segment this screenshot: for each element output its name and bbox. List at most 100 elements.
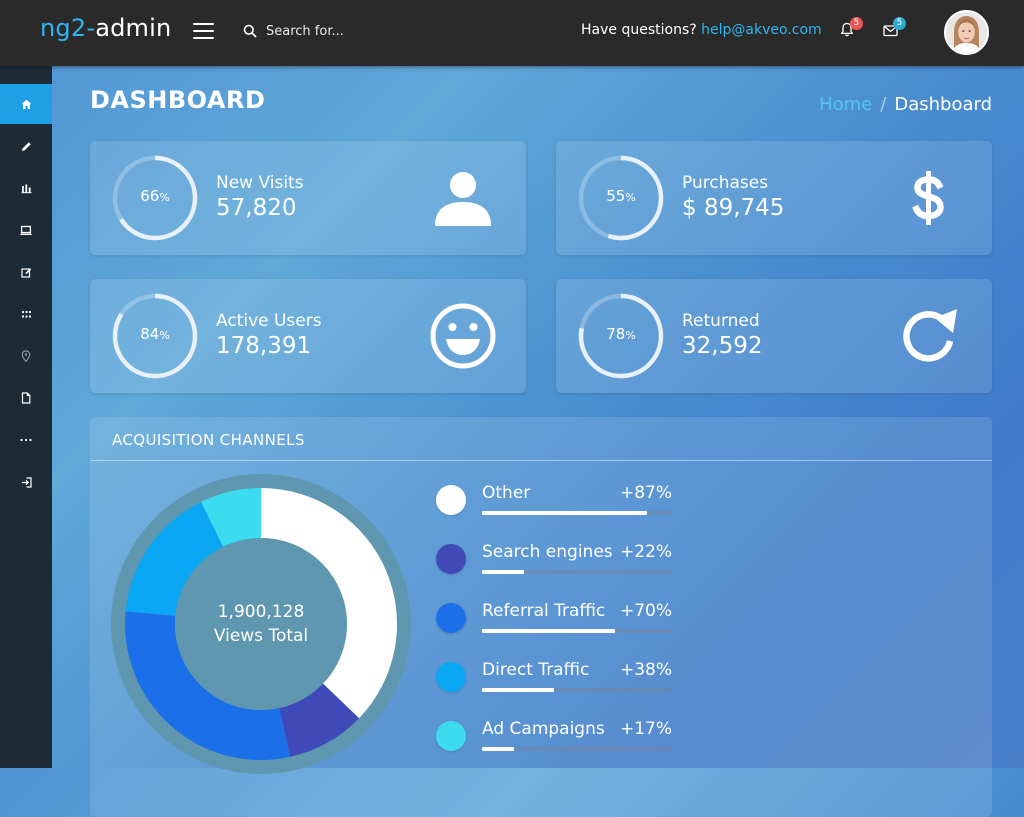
stat-percent: 84% [110, 325, 200, 343]
legend-dot [436, 544, 466, 574]
sidebar-item-editors[interactable] [0, 126, 52, 166]
stat-label: Returned [682, 311, 760, 331]
person-icon [435, 172, 491, 226]
legend-progress-track [482, 629, 672, 633]
legend-dot [436, 485, 466, 515]
sidebar-item-tables[interactable] [0, 294, 52, 334]
stat-percent: 66% [110, 187, 200, 205]
search-icon[interactable] [243, 24, 257, 38]
logo-suffix: admin [95, 14, 172, 42]
legend-dot [436, 662, 466, 692]
messages-badge: 5 [893, 17, 906, 30]
page-title: DASHBOARD [90, 86, 266, 114]
laptop-icon [20, 225, 32, 235]
sidebar-item-ui-features[interactable] [0, 210, 52, 250]
stat-value: 57,820 [216, 195, 297, 221]
sidebar-item-forms[interactable] [0, 252, 52, 292]
legend-item: Referral Traffic +70% [436, 601, 676, 651]
legend-item: Ad Campaigns +17% [436, 719, 676, 769]
stat-percent-value: 84 [140, 325, 160, 343]
legend-progress-track [482, 511, 672, 515]
stat-label: New Visits [216, 173, 304, 193]
menu-toggle-icon[interactable] [193, 23, 214, 39]
donut-slice-ad-campaigns [201, 488, 261, 547]
app-logo[interactable]: ng2-admin [40, 14, 171, 42]
donut-slice-referral-traffic [125, 611, 290, 760]
donut-slice-other [261, 488, 397, 719]
legend-item: Direct Traffic +38% [436, 660, 676, 710]
stat-percent-sign: % [159, 329, 170, 342]
legend-dot [436, 603, 466, 633]
messages-button[interactable]: 5 [883, 17, 906, 40]
progress-ring [112, 293, 198, 379]
legend-value: +38% [619, 660, 672, 680]
questions-text: Have questions? [581, 22, 697, 38]
legend-item: Other +87% [436, 483, 676, 533]
breadcrumb-home-link[interactable]: Home [819, 94, 873, 115]
sidebar-item-pages[interactable] [0, 378, 52, 418]
bar-chart-icon [21, 184, 31, 193]
legend-progress-fill [482, 747, 515, 751]
refresh-icon [903, 309, 957, 362]
sidebar-item-more[interactable] [0, 420, 52, 460]
map-marker-icon [21, 350, 31, 362]
stat-card-active-users: 84% Active Users 178,391 [90, 279, 526, 393]
sidebar-item-login[interactable] [0, 462, 52, 502]
help-email-link[interactable]: help@akveo.com [701, 22, 822, 38]
legend-label: Direct Traffic [482, 660, 590, 680]
stat-value: 178,391 [216, 333, 312, 359]
pencil-icon [21, 141, 31, 151]
panel-header: ACQUISITION CHANNELS [90, 417, 992, 461]
legend-label: Other [482, 483, 531, 503]
traffic-donut-chart [111, 474, 411, 774]
search-input[interactable] [264, 18, 508, 44]
stat-card-new-visits: 66% New Visits 57,820 [90, 141, 526, 255]
logo-prefix: ng2- [40, 14, 96, 42]
sidebar-item-charts[interactable] [0, 168, 52, 208]
legend-value: +22% [619, 542, 672, 562]
progress-ring [578, 155, 664, 241]
breadcrumb-current: Dashboard [894, 94, 992, 115]
stat-percent-value: 66 [140, 187, 160, 205]
home-icon [21, 99, 31, 109]
stat-percent-value: 55 [606, 187, 626, 205]
legend-progress-fill [482, 688, 555, 692]
stat-card-purchases: 55% Purchases $ 89,745 [556, 141, 992, 255]
notifications-button[interactable]: 5 [840, 17, 863, 40]
stat-label: Active Users [216, 311, 322, 331]
donut-slice-search-engines [279, 683, 360, 757]
bell-icon [840, 22, 854, 37]
progress-ring [112, 155, 198, 241]
user-avatar[interactable] [944, 10, 989, 55]
sign-in-icon [21, 476, 32, 488]
legend-progress-fill [482, 511, 648, 515]
sidebar-item-maps[interactable] [0, 336, 52, 376]
stat-percent: 55% [576, 187, 666, 205]
grid-icon [21, 310, 31, 317]
stat-label: Purchases [682, 173, 769, 193]
views-total-value: 1,900,128 [217, 602, 305, 622]
panel-title: ACQUISITION CHANNELS [112, 431, 305, 449]
views-total-label: Views Total [213, 626, 309, 646]
stat-percent: 78% [576, 325, 666, 343]
document-icon [21, 392, 31, 404]
donut-slice-direct-traffic [125, 501, 224, 616]
dollar-icon [912, 171, 944, 225]
sidebar [0, 66, 52, 768]
legend-progress-track [482, 747, 672, 751]
legend-label: Ad Campaigns [482, 719, 605, 739]
legend-progress-track [482, 570, 672, 574]
donut-center-text: 1,900,128 Views Total [171, 600, 351, 648]
legend-progress-track [482, 688, 672, 692]
legend-label: Referral Traffic [482, 601, 606, 621]
stat-percent-sign: % [625, 329, 636, 342]
legend-label: Search engines [482, 542, 613, 562]
legend-value: +87% [619, 483, 672, 503]
legend-progress-fill [482, 570, 524, 574]
breadcrumb: Home / Dashboard [819, 94, 992, 115]
user-photo [946, 12, 987, 53]
stat-value: 32,592 [682, 333, 763, 359]
notifications-badge: 5 [850, 17, 863, 30]
stat-card-returned: 78% Returned 32,592 [556, 279, 992, 393]
sidebar-item-dashboard[interactable] [0, 84, 52, 124]
